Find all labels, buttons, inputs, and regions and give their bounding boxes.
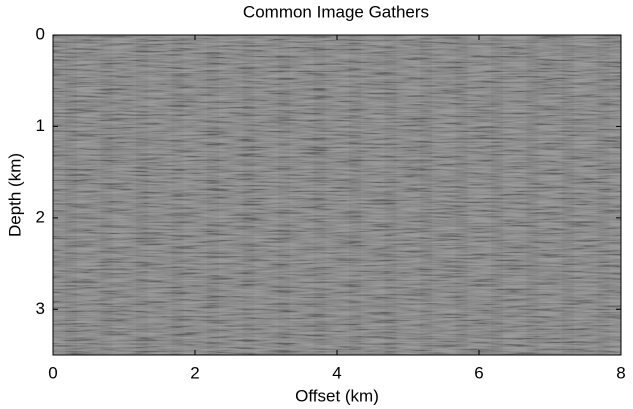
image-area — [52, 34, 622, 356]
x-tick-label: 8 — [616, 363, 625, 382]
y-tick-label: 0 — [36, 24, 45, 43]
y-tick-label: 2 — [36, 207, 45, 226]
x-tick-label: 0 — [48, 363, 57, 382]
x-axis-label: Offset (km) — [295, 386, 379, 405]
chart-title: Common Image Gathers — [243, 2, 429, 21]
gather-stripes — [53, 35, 621, 355]
y-tick-label: 1 — [36, 116, 45, 135]
y-tick-label: 3 — [36, 299, 45, 318]
x-tick-label: 4 — [332, 363, 341, 382]
x-tick-label: 6 — [474, 363, 483, 382]
y-axis-label: Depth (km) — [5, 153, 24, 237]
x-tick-label: 2 — [190, 363, 199, 382]
